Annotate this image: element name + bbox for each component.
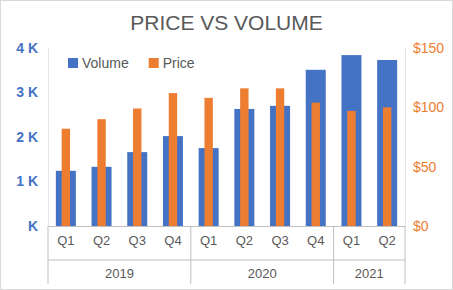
tick-label: Q3 bbox=[129, 233, 146, 248]
tick: Q1 bbox=[343, 226, 360, 248]
group-divider bbox=[48, 260, 191, 261]
tick: 2 K bbox=[16, 129, 48, 145]
plot-area bbox=[56, 55, 397, 226]
bar bbox=[62, 129, 70, 226]
tick-label: $150 bbox=[413, 40, 444, 56]
bar bbox=[97, 119, 105, 226]
bar bbox=[169, 93, 177, 226]
title: PRICE VS VOLUME bbox=[130, 11, 323, 34]
y2-axis: $0 $50 $100 $150 bbox=[405, 40, 444, 234]
tick: Q1 bbox=[200, 226, 217, 248]
legend-swatch bbox=[149, 58, 159, 68]
tick-label: 1 K bbox=[16, 173, 38, 189]
group-label: 2021 bbox=[355, 266, 384, 281]
chart: PRICE VS VOLUME K 1 K 2 K 3 K 4 K $0 $50 $100 $15… bbox=[0, 0, 453, 290]
tick-label: Q1 bbox=[57, 233, 74, 248]
axis-line bbox=[49, 226, 406, 227]
chart-border bbox=[1, 1, 453, 290]
tick: Q4 bbox=[307, 226, 324, 248]
tick-label: $50 bbox=[413, 159, 437, 175]
x-axis: Q1 Q2 Q3 Q4 Q1 Q2 Q3 Q4 Q1 Q2 bbox=[49, 226, 406, 248]
tick-label: K bbox=[28, 218, 38, 234]
group-separator bbox=[405, 226, 406, 284]
group-separator bbox=[190, 226, 191, 284]
bar bbox=[204, 98, 212, 226]
tick: $0 bbox=[405, 218, 429, 234]
bar bbox=[133, 109, 141, 226]
series-bars bbox=[56, 55, 397, 226]
tick: Q1 bbox=[57, 226, 74, 248]
tick-label: 4 K bbox=[16, 40, 38, 56]
tick: Q2 bbox=[378, 226, 395, 248]
bar bbox=[312, 103, 320, 226]
tick-label: 3 K bbox=[16, 84, 38, 100]
tick: $100 bbox=[405, 99, 444, 115]
tick: Q4 bbox=[164, 226, 181, 248]
legend: Volume Price bbox=[68, 55, 195, 71]
x-groups: 2019 2020 2021 bbox=[48, 226, 405, 284]
bar bbox=[341, 55, 361, 226]
legend-label: Price bbox=[163, 55, 195, 71]
tick-label: Q1 bbox=[343, 233, 360, 248]
tick: 4 K bbox=[16, 40, 48, 56]
bar bbox=[240, 88, 248, 226]
tick: $150 bbox=[405, 40, 444, 56]
tick: 1 K bbox=[16, 173, 48, 189]
tick-label: Q2 bbox=[236, 233, 253, 248]
tick-label: $0 bbox=[413, 218, 429, 234]
bar bbox=[383, 107, 391, 226]
group-separator bbox=[48, 226, 49, 284]
legend-swatch bbox=[68, 58, 78, 68]
tick-label: Q4 bbox=[164, 233, 181, 248]
tick-label: Q3 bbox=[271, 233, 288, 248]
group-separator bbox=[333, 226, 334, 284]
tick-label: Q1 bbox=[200, 233, 217, 248]
tick: $50 bbox=[405, 159, 437, 175]
axis-line bbox=[48, 49, 49, 227]
tick-label: 2 K bbox=[16, 129, 38, 145]
tick: K bbox=[28, 218, 48, 234]
tick-label: Q4 bbox=[307, 233, 324, 248]
bar bbox=[377, 60, 397, 226]
bar bbox=[347, 111, 355, 226]
tick: Q2 bbox=[93, 226, 110, 248]
tick-label: Q2 bbox=[378, 233, 395, 248]
tick: Q2 bbox=[236, 226, 253, 248]
tick-label: $100 bbox=[413, 99, 444, 115]
group-divider bbox=[334, 260, 405, 261]
tick: Q3 bbox=[271, 226, 288, 248]
tick: Q3 bbox=[129, 226, 146, 248]
legend-label: Volume bbox=[82, 55, 129, 71]
series-bars bbox=[62, 88, 392, 226]
group-label: 2020 bbox=[248, 266, 277, 281]
y-axis: K 1 K 2 K 3 K 4 K bbox=[16, 40, 48, 234]
bar bbox=[276, 88, 284, 226]
axis-line bbox=[405, 49, 406, 227]
bar bbox=[306, 70, 326, 226]
tick-label: Q2 bbox=[93, 233, 110, 248]
group-label: 2019 bbox=[105, 266, 134, 281]
group-divider bbox=[191, 260, 334, 261]
tick: 3 K bbox=[16, 84, 48, 100]
